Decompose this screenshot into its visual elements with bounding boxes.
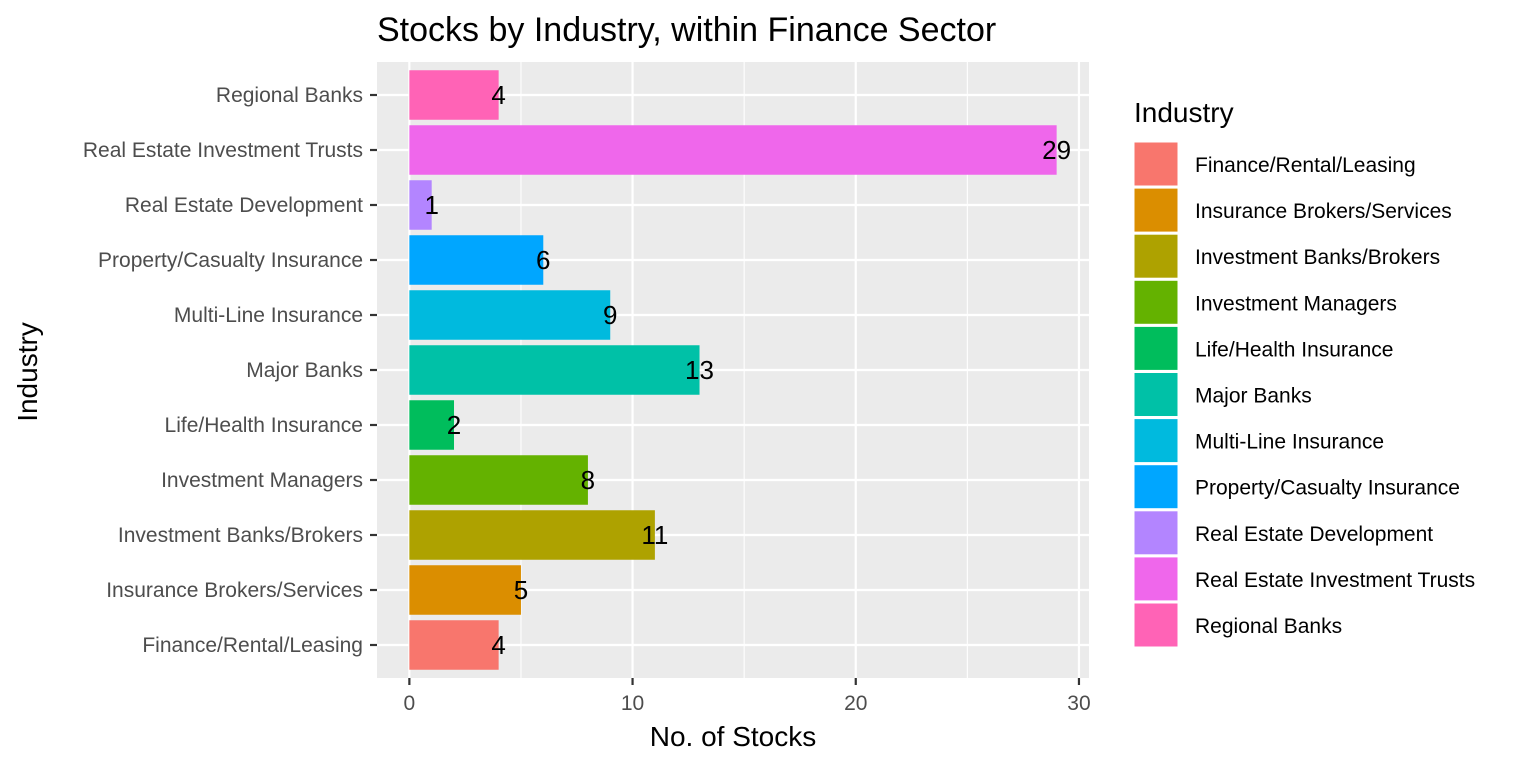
bar-data-label: 29 (1042, 135, 1071, 165)
bar-data-label: 2 (447, 410, 461, 440)
legend-label: Finance/Rental/Leasing (1195, 154, 1416, 177)
x-axis: 0 10 20 30 (404, 678, 1091, 715)
legend-label: Property/Casualty Insurance (1195, 477, 1460, 500)
legend-key (1133, 141, 1179, 187)
y-axis: Finance/Rental/Leasing Insurance Brokers/… (83, 84, 377, 657)
legend-label: Major Banks (1195, 385, 1312, 408)
y-tick-label: Investment Banks/Brokers (118, 524, 363, 547)
bar-data-label: 4 (491, 80, 505, 110)
bar (409, 180, 432, 230)
legend-key (1133, 233, 1179, 279)
bar (409, 290, 611, 340)
legend-label: Insurance Brokers/Services (1195, 200, 1452, 223)
y-tick-label: Investment Managers (161, 469, 363, 492)
legend-label: Multi-Line Insurance (1195, 431, 1384, 454)
legend-label: Real Estate Development (1195, 523, 1433, 546)
bar-data-label: 13 (685, 355, 714, 385)
bar-data-label: 6 (536, 245, 550, 275)
legend-key (1133, 556, 1179, 602)
x-tick-label: 30 (1067, 692, 1090, 715)
x-tick-label: 0 (404, 692, 416, 715)
y-tick-label: Life/Health Insurance (165, 414, 363, 437)
bar-data-label: 1 (424, 190, 438, 220)
legend-key (1133, 418, 1179, 464)
legend-label: Life/Health Insurance (1195, 338, 1393, 361)
bar-data-label: 8 (581, 465, 595, 495)
y-tick-label: Multi-Line Insurance (174, 304, 363, 327)
bar (409, 400, 455, 450)
x-tick-label: 10 (621, 692, 644, 715)
legend-key (1133, 510, 1179, 556)
legend-key (1133, 464, 1179, 510)
legend-label: Real Estate Investment Trusts (1195, 569, 1475, 592)
bar-data-label: 9 (603, 300, 617, 330)
y-tick-label: Finance/Rental/Leasing (142, 634, 363, 657)
legend-key (1133, 279, 1179, 325)
bar (409, 455, 588, 505)
bar (409, 345, 700, 395)
bar (409, 125, 1057, 175)
legend-label: Investment Banks/Brokers (1195, 246, 1440, 269)
bar-data-label: 5 (514, 575, 528, 605)
legend: Industry Finance/Rental/Leasing Insurance… (1133, 97, 1475, 648)
y-tick-label: Real Estate Development (125, 194, 363, 217)
y-axis-title: Industry (12, 322, 43, 422)
bar (409, 235, 544, 285)
bar (409, 565, 521, 615)
x-axis-title: No. of Stocks (650, 721, 817, 752)
x-tick-label: 20 (844, 692, 867, 715)
chart-title: Stocks by Industry, within Finance Secto… (377, 11, 996, 49)
legend-key (1133, 372, 1179, 417)
y-tick-label: Major Banks (246, 359, 363, 382)
bar (409, 510, 655, 560)
bars (409, 70, 1057, 670)
y-tick-label: Property/Casualty Insurance (98, 249, 363, 272)
y-tick-label: Regional Banks (216, 84, 363, 107)
legend-key (1133, 325, 1179, 371)
y-tick-label: Insurance Brokers/Services (106, 579, 363, 602)
bar (409, 620, 499, 670)
y-tick-label: Real Estate Investment Trusts (83, 139, 363, 162)
bar (409, 70, 499, 120)
bar-data-label: 11 (641, 520, 668, 550)
legend-key (1133, 187, 1179, 233)
legend-label: Regional Banks (1195, 615, 1342, 638)
legend-title: Industry (1134, 97, 1234, 128)
legend-label: Investment Managers (1195, 292, 1397, 315)
bar-data-label: 4 (491, 630, 505, 660)
legend-key (1133, 602, 1179, 648)
